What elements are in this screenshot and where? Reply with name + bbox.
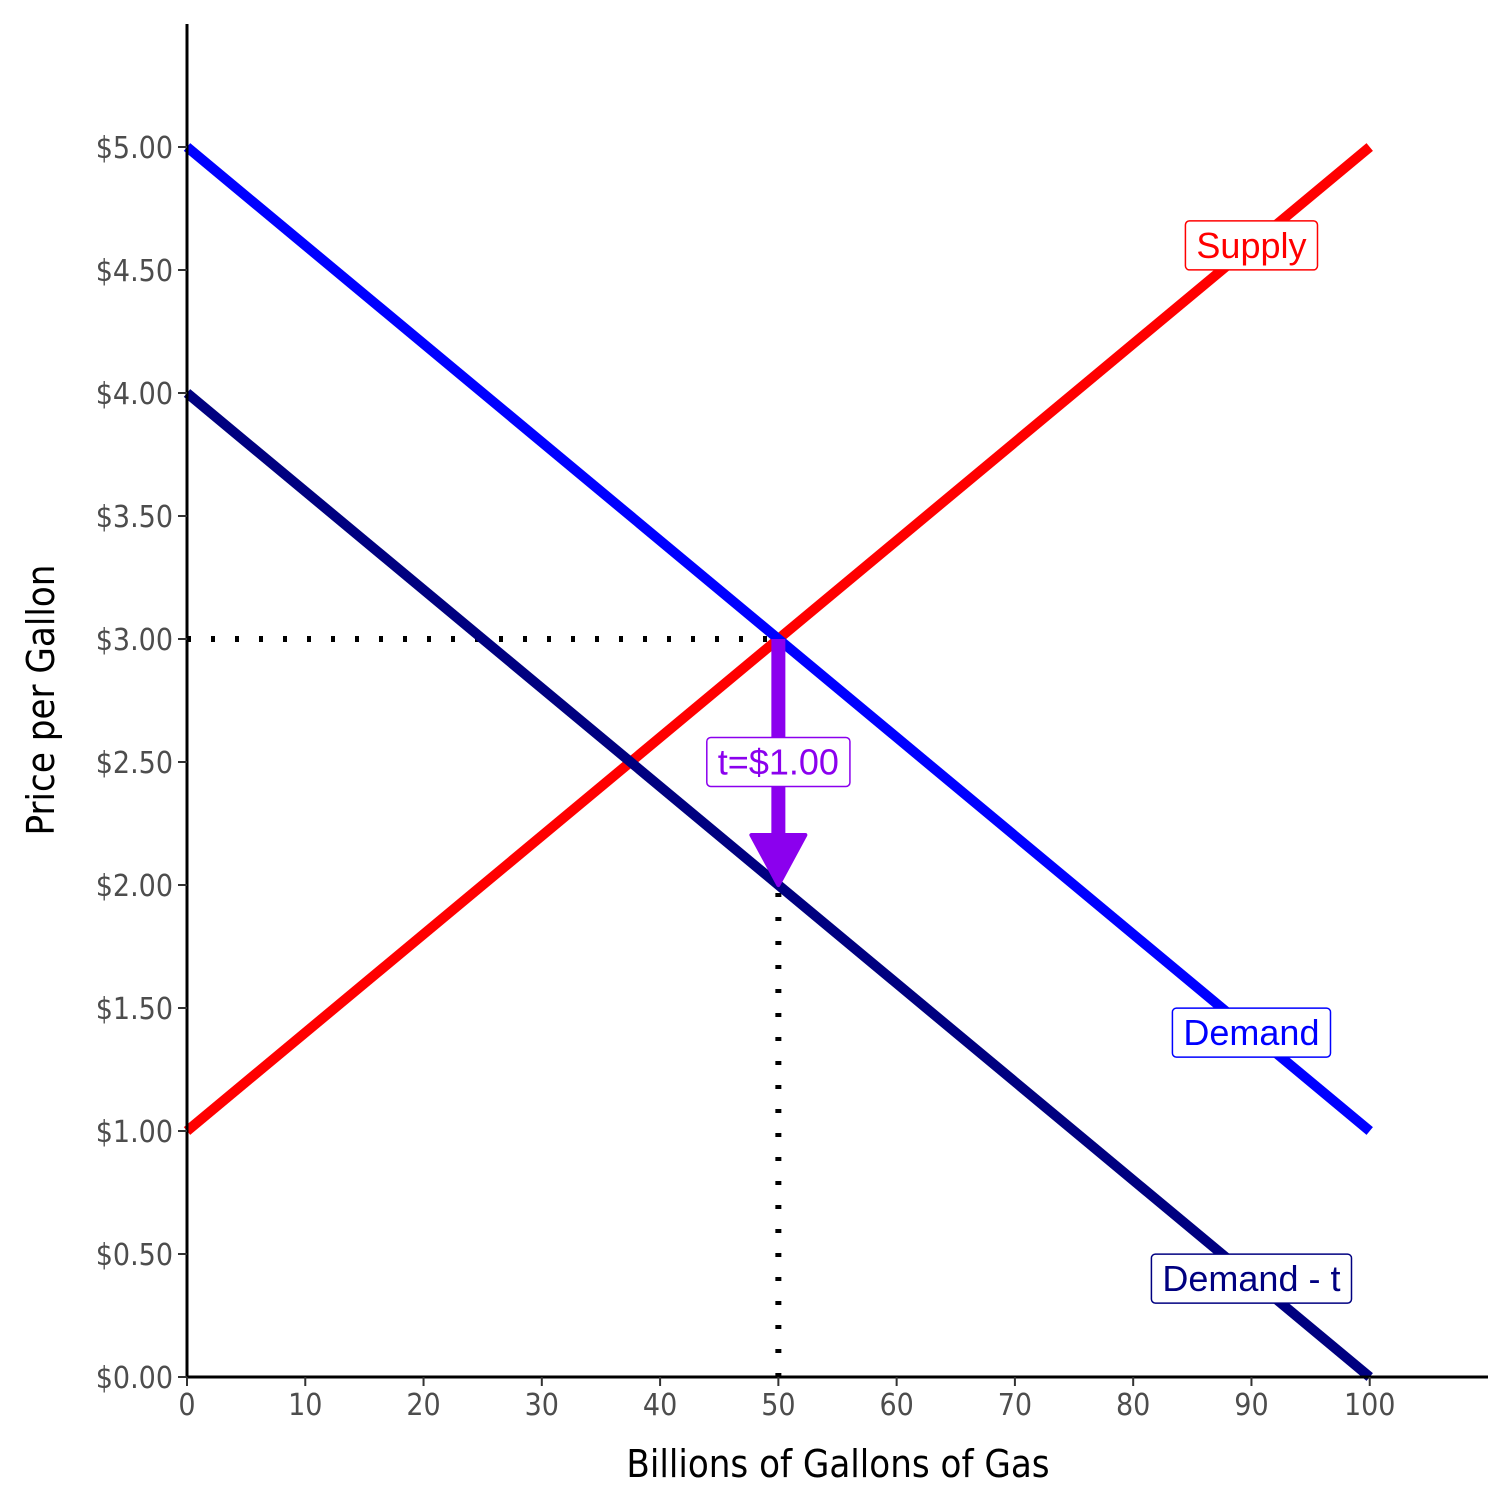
y-axis-title: Price per Gallon: [19, 565, 63, 836]
annotation-layer: [187, 636, 782, 1377]
demand-label-text: Demand: [1183, 1012, 1319, 1053]
y-tick-label: $2.50: [96, 746, 173, 781]
x-tick-label: 10: [288, 1388, 322, 1423]
y-tick-label: $4.50: [96, 254, 173, 289]
x-tick-label: 40: [643, 1388, 677, 1423]
demand-t-label: Demand - t: [1150, 1253, 1353, 1304]
tax-label-text: t=$1.00: [718, 742, 839, 783]
y-tick-label: $0.00: [96, 1361, 173, 1396]
x-tick-label: 90: [1234, 1388, 1268, 1423]
y-tick-label: $1.50: [96, 992, 173, 1027]
y-tick-label: $2.00: [96, 869, 173, 904]
x-tick-label: 30: [525, 1388, 559, 1423]
y-tick-label: $4.00: [96, 377, 173, 412]
x-tick-label: 100: [1344, 1388, 1396, 1423]
x-tick-label: 20: [406, 1388, 440, 1423]
x-tick-label: 80: [1116, 1388, 1150, 1423]
x-tick-label: 70: [998, 1388, 1032, 1423]
demand-t-label-box: [1150, 1253, 1353, 1304]
tax-label: t=$1.00: [706, 736, 851, 788]
axes-layer: [185, 24, 1488, 1379]
demand-label-box: [1171, 1007, 1332, 1058]
demand-t-label-text: Demand - t: [1162, 1258, 1340, 1299]
y-tick-label: $0.50: [96, 1238, 173, 1273]
supply-label: Supply: [1184, 220, 1319, 271]
x-axis-title: Billions of Gallons of Gas: [626, 1442, 1049, 1486]
curve-labels-layer: Supply Demand Demand - t t=$1.00: [706, 220, 1353, 1304]
y-tick-label: $3.00: [96, 623, 173, 658]
x-tick-label: 50: [761, 1388, 795, 1423]
demand-label: Demand: [1171, 1007, 1332, 1058]
ticks-layer: 0 10 20 30 40 50 60 70 80 90 100 $0.00 $0.50 $1.00 $1.…: [96, 131, 1396, 1423]
tax-label-box: [706, 736, 851, 788]
x-tick-label: 0: [178, 1388, 195, 1423]
y-tick-label: $1.00: [96, 1115, 173, 1150]
tax-arrow-head: [749, 833, 808, 887]
y-tick-label: $3.50: [96, 500, 173, 535]
supply-label-box: [1184, 220, 1319, 271]
x-tick-label: 60: [879, 1388, 913, 1423]
supply-label-text: Supply: [1196, 225, 1306, 266]
y-tick-label: $5.00: [96, 131, 173, 166]
